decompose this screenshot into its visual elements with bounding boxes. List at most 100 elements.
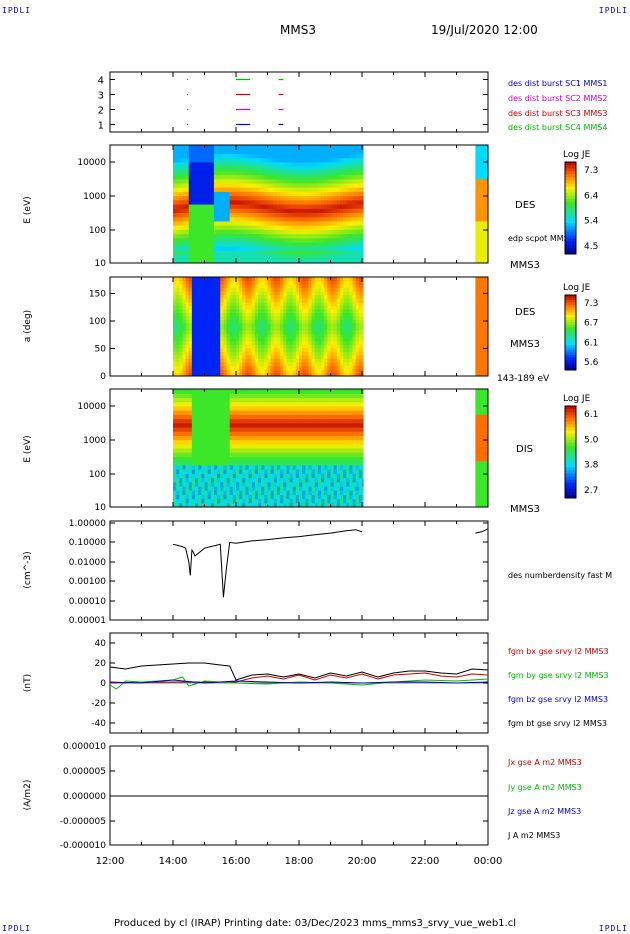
heatmap-cell: [484, 204, 488, 209]
heatmap-cell: [188, 280, 193, 285]
heatmap-cell: [321, 326, 325, 331]
heatmap-cell: [484, 305, 488, 310]
heatmap-cell: [232, 284, 237, 289]
heatmap-cell: [339, 229, 344, 235]
heatmap-cell: [264, 277, 269, 282]
heatmap-cell: [213, 233, 218, 239]
heatmap-cell: [343, 291, 347, 296]
heatmap-cell: [270, 237, 275, 243]
heatmap-cell: [267, 347, 272, 352]
heatmap-cell: [226, 250, 231, 256]
heatmap-cell: [173, 389, 177, 394]
heatmap-cell: [484, 212, 488, 218]
heatmap-cell: [173, 326, 177, 331]
heatmap-cell: [481, 301, 486, 306]
heatmap-cell: [362, 284, 366, 289]
heatmap-cell: [195, 322, 199, 328]
heatmap-cell: [330, 351, 335, 356]
heatmap-cell: [280, 208, 284, 214]
heatmap-cell: [261, 372, 265, 376]
heatmap-cell: [299, 326, 303, 331]
heatmap-cell: [352, 191, 357, 197]
heatmap-cell: [245, 351, 250, 356]
heatmap-cell: [179, 258, 184, 263]
heatmap-cell: [239, 448, 243, 453]
heatmap-cell: [321, 220, 325, 226]
heatmap-cell: [273, 250, 278, 256]
heatmap-cell: [191, 277, 196, 282]
heatmap-cell: [484, 237, 488, 243]
heatmap-cell: [207, 347, 212, 352]
des_energy-heatmap: [173, 145, 488, 263]
heatmap-cell: [349, 237, 354, 243]
heatmap-cell: [207, 456, 212, 462]
heatmap-cell: [267, 502, 272, 507]
heatmap-cell: [484, 187, 488, 192]
heatmap-cell: [185, 473, 190, 479]
heatmap-cell: [475, 208, 480, 214]
heatmap-cell: [242, 502, 247, 507]
heatmap-cell: [308, 178, 313, 184]
heatmap-cell: [352, 365, 357, 370]
heatmap-cell: [280, 319, 284, 324]
heatmap-cell: [204, 174, 209, 180]
heatmap-cell: [311, 191, 316, 197]
heatmap-cell: [191, 284, 196, 289]
heatmap-cell: [478, 294, 483, 299]
heatmap-cell: [223, 322, 228, 328]
heatmap-cell: [283, 277, 287, 282]
heatmap-cell: [245, 435, 250, 441]
heatmap-cell: [173, 301, 177, 306]
heatmap-cell: [185, 182, 190, 188]
heatmap-cell: [355, 330, 360, 335]
heatmap-cell: [343, 312, 347, 317]
heatmap-cell: [195, 401, 199, 407]
heatmap-cell: [195, 174, 199, 180]
heatmap-cell: [349, 195, 354, 201]
heatmap-cell: [182, 464, 187, 470]
heatmap-cell: [236, 208, 240, 214]
heatmap-cell: [182, 418, 187, 424]
heatmap-cell: [270, 308, 275, 313]
heatmap-cell: [286, 301, 291, 306]
heatmap-cell: [283, 502, 287, 507]
heatmap-cell: [245, 368, 250, 374]
heatmap-cell: [352, 208, 357, 214]
heatmap-cell: [336, 153, 341, 159]
heatmap-cell: [264, 340, 269, 345]
heatmap-cell: [207, 308, 212, 313]
heatmap-cell: [195, 422, 199, 428]
heatmap-cell: [358, 145, 363, 150]
heatmap-cell: [182, 365, 187, 370]
heatmap-cell: [195, 469, 199, 474]
colorbar-title: Log JE: [563, 150, 591, 160]
heatmap-cell: [308, 326, 313, 331]
heatmap-cell: [254, 389, 259, 394]
heatmap-cell: [273, 456, 278, 462]
heatmap-cell: [185, 464, 190, 470]
heatmap-cell: [182, 431, 187, 436]
heatmap-cell: [339, 319, 344, 324]
heatmap-cell: [336, 204, 341, 209]
colorbar-cell: [565, 168, 576, 172]
heatmap-cell: [210, 401, 215, 407]
heatmap-cell: [283, 351, 287, 356]
heatmap-cell: [182, 305, 187, 310]
heatmap-cell: [330, 294, 335, 299]
heatmap-cell: [484, 178, 488, 184]
heatmap-cell: [336, 216, 341, 222]
heatmap-cell: [254, 347, 259, 352]
colorbar-tick-label: 6.1: [584, 338, 598, 348]
heatmap-cell: [321, 361, 325, 366]
heatmap-cell: [176, 351, 180, 356]
heatmap-cell: [261, 220, 265, 226]
heatmap-cell: [232, 426, 237, 432]
heatmap-cell: [236, 405, 240, 411]
heatmap-cell: [248, 337, 253, 342]
heatmap-cell: [270, 153, 275, 159]
heatmap-cell: [254, 287, 259, 292]
heatmap-cell: [232, 473, 237, 479]
heatmap-cell: [336, 333, 341, 338]
heatmap-cell: [339, 315, 344, 321]
heatmap-cell: [220, 199, 224, 205]
